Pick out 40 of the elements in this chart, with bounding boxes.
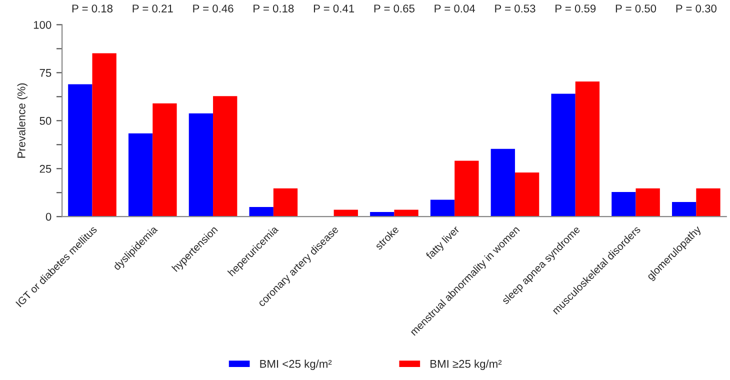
- bar: [575, 82, 600, 217]
- text: P = 0.18: [254, 4, 294, 12]
- bar: [92, 53, 116, 217]
- text: P = 0.21: [132, 4, 173, 12]
- x-tick-label: fatty liver: [425, 225, 462, 262]
- bar: [334, 210, 358, 217]
- bar: [249, 207, 274, 217]
- bar: [128, 133, 153, 217]
- y-tick-label: 50: [40, 116, 52, 125]
- bar: [68, 84, 92, 217]
- y-axis-title: Prevalence (%): [17, 83, 28, 158]
- y-tick-label: 75: [40, 69, 52, 77]
- bar: [490, 148, 515, 217]
- text: P = 0.18: [72, 4, 113, 12]
- text: P = 0.46: [193, 4, 234, 12]
- text: P = 0.41: [314, 4, 354, 12]
- y-tick-label: 0: [46, 212, 52, 221]
- bar: [394, 210, 418, 217]
- legend-label: BMI ≥25 kg/m²: [430, 360, 502, 370]
- bar: [430, 200, 455, 217]
- bar: [273, 188, 298, 217]
- text: P = 0.50: [616, 4, 656, 12]
- bar: [551, 94, 576, 217]
- text: P = 0.30: [676, 4, 716, 12]
- legend-label: BMI <25 kg/m²: [260, 360, 332, 370]
- bar: [213, 96, 238, 217]
- text: P = 0.53: [495, 4, 536, 12]
- y-tick-label: 100: [34, 20, 52, 29]
- y-tick-label: 25: [40, 164, 52, 173]
- text: P = 0.65: [374, 4, 414, 12]
- bar: [672, 202, 696, 217]
- bar: [696, 188, 720, 217]
- bar: [514, 172, 540, 217]
- bar: [188, 113, 214, 217]
- bar: [636, 188, 660, 217]
- bar: [454, 160, 479, 217]
- text: P = 0.04: [434, 4, 476, 12]
- bar: [152, 103, 177, 217]
- text: P = 0.59: [556, 4, 596, 12]
- bar: [612, 192, 636, 217]
